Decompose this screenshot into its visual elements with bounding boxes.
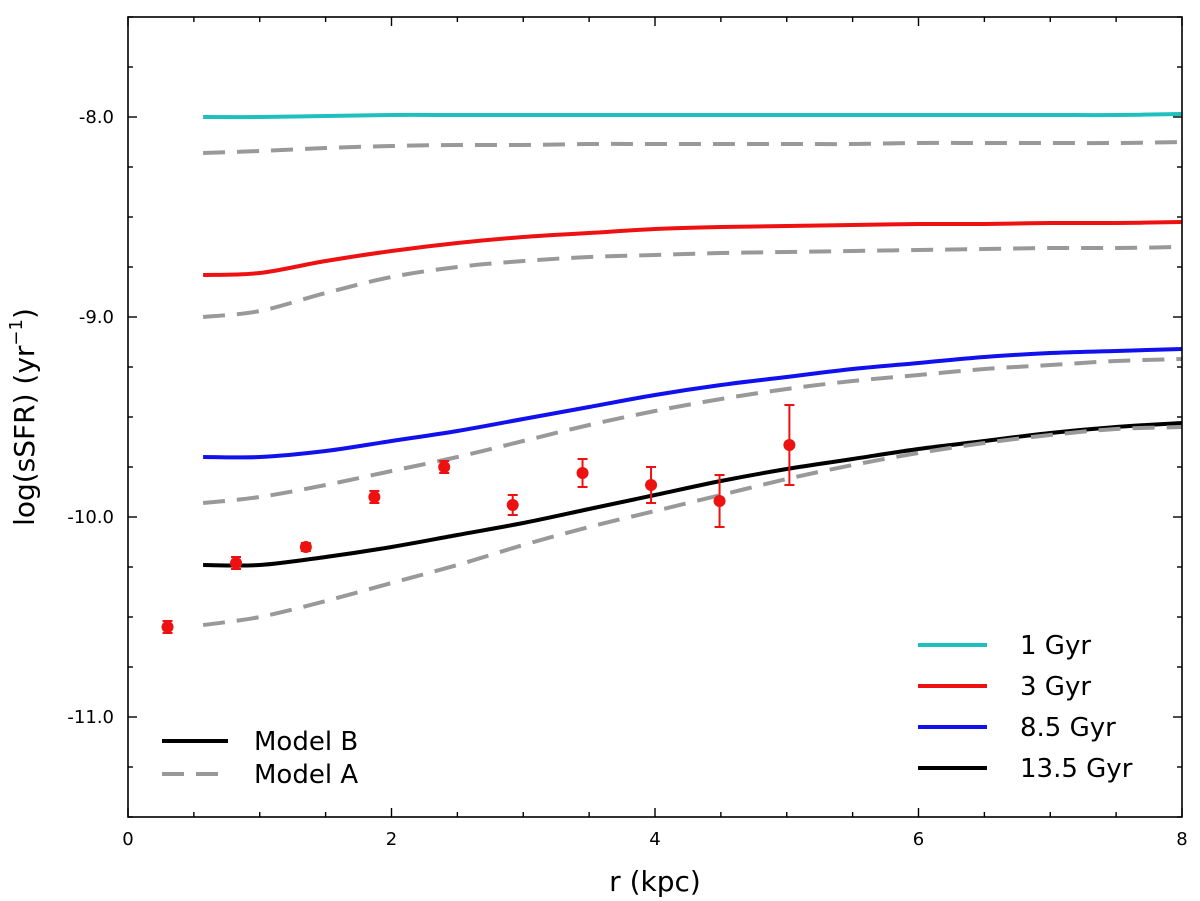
y-tick-label: -9.0	[79, 307, 114, 328]
observation-point-6	[576, 458, 589, 488]
observation-marker	[713, 495, 726, 507]
y-tick-label: -10.0	[67, 507, 114, 528]
y-tick-label: -8.0	[79, 107, 114, 128]
legend-age-entry-2: 8.5 Gyr	[918, 713, 1116, 743]
series-layer	[202, 112, 1182, 627]
observation-point-1	[230, 556, 243, 570]
legend-age-label: 1 Gyr	[1020, 631, 1091, 661]
x-tick-label: 8	[1176, 829, 1187, 850]
observation-point-9	[783, 404, 796, 486]
series-line-3-gyr-model-a	[202, 245, 1182, 319]
legend-age-entry-3: 13.5 Gyr	[918, 754, 1133, 784]
observation-marker	[783, 439, 796, 451]
x-tick-label: 0	[122, 829, 133, 850]
y-axis-title: log(sSFR) (yr−1)	[6, 308, 41, 526]
legend-age-label: 8.5 Gyr	[1020, 713, 1116, 743]
observation-point-5	[506, 494, 519, 516]
series-line-13-5-gyr-model-b	[203, 421, 1182, 568]
observations-layer	[161, 404, 796, 634]
y-axis-title-superscript: −1	[6, 319, 27, 346]
y-tick-label: -11.0	[67, 707, 114, 728]
legend-age-entry-0: 1 Gyr	[918, 631, 1091, 661]
x-tick-label: 4	[649, 829, 660, 850]
observation-marker	[299, 541, 312, 553]
x-axis-title: r (kpc)	[609, 865, 701, 898]
observation-marker	[438, 461, 451, 473]
series-line-8-5-gyr-model-b	[203, 347, 1182, 460]
legend-age-entry-1: 3 Gyr	[918, 672, 1091, 702]
legend-age-label: 3 Gyr	[1020, 672, 1091, 702]
observation-marker	[645, 479, 658, 491]
observation-marker	[368, 491, 381, 503]
observation-marker	[576, 467, 589, 479]
observation-point-8	[713, 474, 726, 528]
x-tick-label: 2	[386, 829, 397, 850]
series-line-3-gyr-model-b	[203, 220, 1182, 277]
observation-point-4	[438, 460, 451, 474]
observation-point-2	[299, 541, 312, 553]
legend-model-label: Model B	[254, 727, 358, 757]
observation-point-7	[645, 466, 658, 504]
legend-age-label: 13.5 Gyr	[1020, 754, 1133, 784]
x-tick-label: 6	[913, 829, 924, 850]
observation-marker	[506, 499, 519, 511]
observation-point-0	[161, 620, 174, 634]
ticks-layer	[127, 16, 1183, 818]
observation-point-3	[368, 490, 381, 504]
tick-labels-layer: 0 2 4 6 8 -11.0 -10.0 -9.0 -8.0	[67, 107, 1187, 850]
observation-marker	[230, 557, 243, 569]
series-line-8-5-gyr-model-a	[202, 357, 1182, 505]
legend-model-entry-1: Model A	[162, 760, 358, 790]
observation-marker	[161, 621, 174, 633]
legend-model-entry-0: Model B	[162, 727, 358, 757]
series-line-13-5-gyr-model-a	[202, 425, 1182, 627]
legend-ages: 1 Gyr 3 Gyr 8.5 Gyr 13.5 Gyr	[918, 631, 1133, 784]
series-line-1-gyr-model-a	[203, 140, 1182, 155]
series-line-1-gyr-model-b	[203, 112, 1182, 120]
legend-model-label: Model A	[254, 760, 358, 790]
